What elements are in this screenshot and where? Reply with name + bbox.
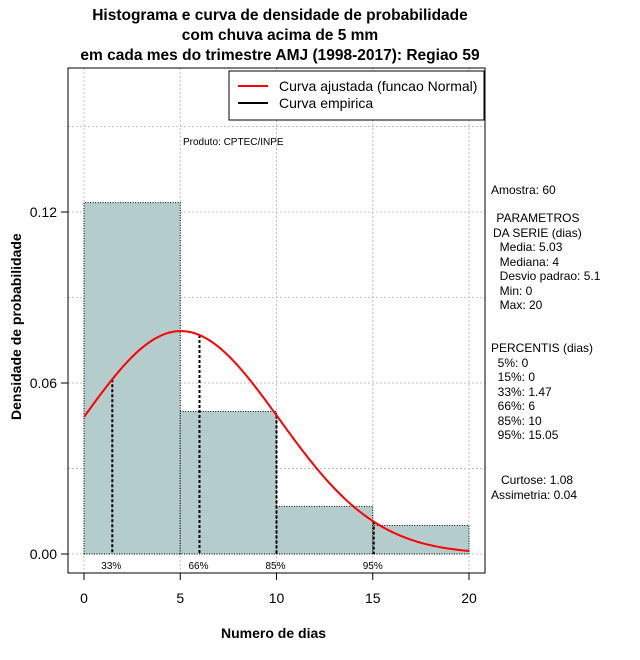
x-tick-label-20: 20 [461,590,477,606]
chart-title-line-3: em cada mes do trimestre AMJ (1998-2017)… [80,47,480,64]
x-tick-label-0: 0 [80,590,88,606]
y-tick-label-0.06: 0.06 [30,375,57,391]
y-tick-label-0.12: 0.12 [30,204,57,220]
product-annotation: Produto: CPTEC/INPE [183,137,284,148]
sample-size: Amostra: 60 [491,183,556,197]
histogram-bar-3 [276,506,373,554]
normal-fit-curve [83,330,470,552]
y-axis-label: Densidade de probabilidade [8,233,24,420]
x-tick-label-10: 10 [269,590,285,606]
series-parameters: PARAMETROS DA SERIE (dias) Media: 5.03 M… [493,211,601,312]
chart-title-line-2: com chuva acima de 5 mm [181,27,379,44]
percentiles-panel: PERCENTIS (dias) 5%: 0 15%: 0 33%: 1.47 … [491,341,594,442]
y-tick-label-0.00: 0.00 [30,546,57,562]
legend-label-normal: Curva ajustada (funcao Normal) [279,78,477,94]
x-tick-label-5: 5 [176,590,184,606]
percentile-label-33: 33% [101,561,121,572]
histogram-bar-2 [180,411,277,554]
legend-box [228,70,485,121]
percentile-label-95: 95% [363,561,383,572]
shape-stats: Curtose: 1.08 Assimetria: 0.04 [491,473,578,502]
percentile-label-66: 66% [189,561,209,572]
legend-label-empirical: Curva empirica [279,95,373,111]
histogram-bar-outline-1 [83,202,181,554]
percentile-label-85: 85% [266,561,286,572]
chart-title-line-1: Histograma e curva de densidade de proba… [92,7,468,24]
x-tick-label-15: 15 [365,590,381,606]
x-axis-label: Numero de dias [221,625,327,641]
histogram-bar-1 [84,202,181,554]
